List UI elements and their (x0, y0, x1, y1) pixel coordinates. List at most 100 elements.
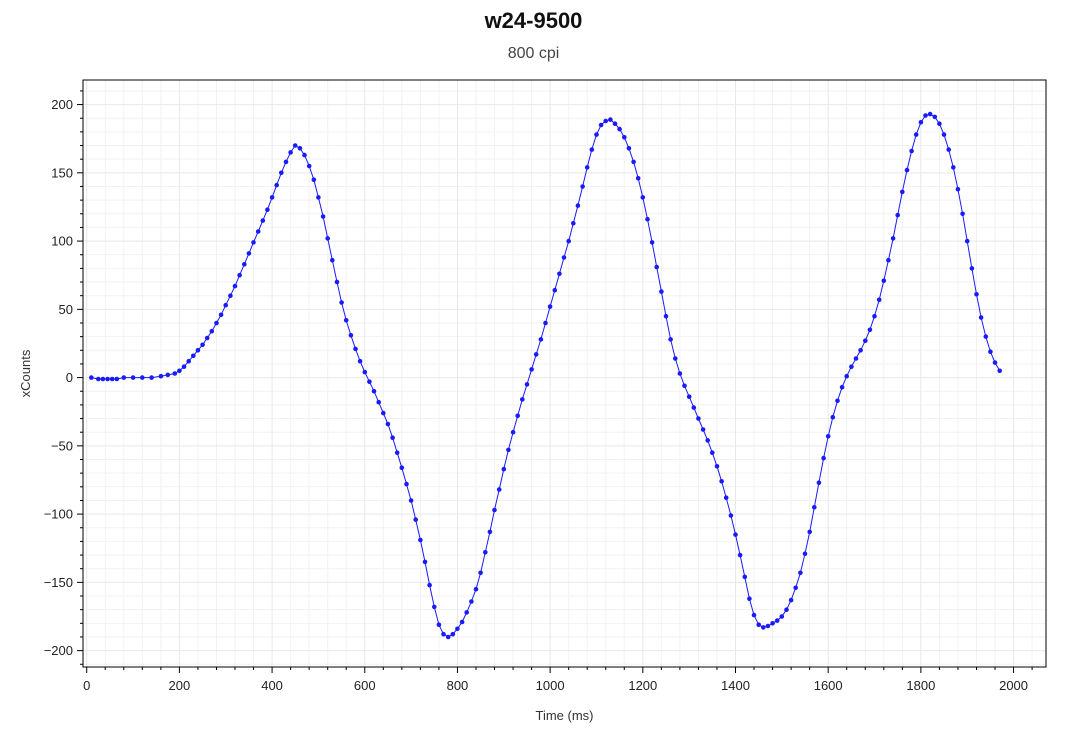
data-point (510, 429, 516, 435)
data-point (464, 610, 470, 615)
data-point (835, 398, 840, 404)
major-grid (83, 80, 1046, 667)
data-point (492, 507, 497, 513)
data-point (552, 287, 558, 293)
data-point (876, 297, 882, 303)
data-point (872, 313, 877, 319)
data-point (242, 262, 247, 267)
data-point (770, 621, 775, 626)
data-point (279, 170, 284, 176)
y-tick-label: 200 (51, 97, 73, 112)
data-point (89, 375, 94, 380)
data-point (964, 238, 970, 244)
data-point (399, 465, 405, 471)
x-tick-label: 0 (83, 678, 90, 693)
plot-frame (82, 79, 1047, 668)
y-axis: −200 −150 −100 −50 0 50 100 150 200 (44, 90, 83, 665)
data-point (186, 358, 191, 364)
data-point (177, 368, 182, 374)
data-point (821, 455, 826, 461)
x-axis: 0 200 400 600 800 1000 1200 1400 1600 1800 2000 (83, 667, 1033, 693)
data-point (320, 214, 326, 219)
data-point (844, 373, 849, 379)
data-point (371, 388, 377, 394)
data-point (677, 371, 683, 376)
data-point (904, 167, 910, 173)
data-point (923, 113, 928, 118)
data-point (140, 375, 145, 380)
data-point (710, 450, 715, 456)
data-point (737, 552, 743, 558)
data-point (867, 327, 873, 333)
data-point (237, 272, 242, 278)
data-point (765, 623, 771, 629)
data-point (622, 135, 627, 140)
data-point (825, 434, 831, 439)
x-tick-label: 1000 (536, 678, 565, 693)
data-point (515, 413, 520, 419)
data-point (325, 236, 331, 241)
data-point (538, 337, 544, 342)
data-point (459, 619, 465, 625)
data-point (571, 221, 576, 226)
y-tick-label: −100 (44, 507, 73, 522)
data-point (974, 292, 979, 297)
data-point (645, 216, 650, 222)
x-tick-label: 1200 (628, 678, 657, 693)
x-tick-label: 1800 (906, 678, 935, 693)
data-point (863, 338, 868, 344)
y-tick-label: 50 (59, 302, 73, 317)
data-point (292, 143, 298, 148)
data-point (761, 625, 766, 630)
data-point (635, 176, 641, 181)
data-point (839, 384, 845, 390)
data-point (445, 634, 451, 640)
data-point (747, 596, 752, 601)
data-point (927, 111, 933, 117)
data-point (816, 480, 822, 486)
data-point (390, 435, 395, 441)
data-point (668, 337, 673, 342)
y-tick-label: 150 (51, 165, 73, 180)
y-tick-label: −50 (51, 438, 73, 453)
data-point (283, 159, 289, 165)
data-point (121, 375, 127, 380)
data-point (580, 184, 585, 189)
data-point (316, 195, 321, 200)
data-point (932, 114, 938, 120)
data-point (988, 349, 993, 355)
data-point (96, 376, 101, 382)
data-point (793, 585, 798, 591)
data-point (853, 356, 859, 361)
data-point (376, 399, 382, 405)
data-point (255, 229, 261, 234)
data-point (626, 146, 632, 151)
data-point (487, 529, 493, 535)
data-point (339, 300, 344, 305)
data-point (533, 352, 539, 357)
data-point (218, 312, 224, 318)
data-point (663, 313, 669, 319)
data-point (172, 371, 178, 376)
data-point (978, 315, 984, 320)
data-point (269, 195, 275, 200)
x-tick-label: 2000 (999, 678, 1028, 693)
minor-grid (83, 80, 1046, 667)
data-point (311, 177, 317, 182)
data-point (756, 622, 761, 627)
data-point (251, 240, 256, 245)
data-point (802, 551, 808, 556)
data-point (543, 320, 548, 326)
data-point (913, 132, 919, 137)
series-line (91, 113, 1001, 638)
data-point (274, 182, 280, 188)
data-point (617, 126, 622, 132)
data-point (733, 532, 738, 537)
data-point (714, 464, 720, 469)
data-point (469, 599, 474, 604)
data-point (812, 505, 817, 510)
data-point (886, 257, 891, 263)
data-point (547, 304, 553, 309)
data-point (265, 207, 270, 212)
data-point (223, 302, 228, 308)
